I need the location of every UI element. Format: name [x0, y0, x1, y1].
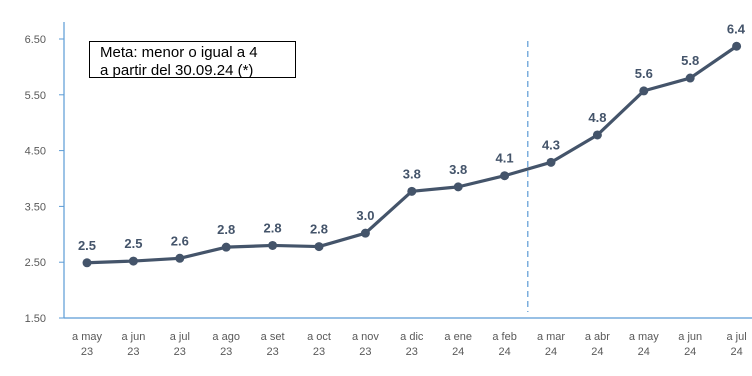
- data-label: 4.1: [496, 151, 514, 166]
- x-tick-label: a jun 23: [121, 331, 145, 358]
- annotation-line-1: Meta: menor o igual a 4: [100, 44, 258, 61]
- data-point-marker: [500, 171, 510, 181]
- x-tick-label-month: a nov: [352, 331, 379, 343]
- data-label: 6.4: [727, 21, 746, 36]
- x-tick-label-month: a jul: [727, 331, 747, 343]
- x-tick-label-month: a abr: [585, 331, 610, 343]
- x-tick-label-year: 23: [220, 346, 232, 358]
- data-point-marker: [221, 242, 231, 252]
- y-tick-label: 4.50: [25, 146, 46, 158]
- data-label: 4.8: [588, 110, 606, 125]
- data-point-marker: [592, 130, 602, 140]
- series-group: [82, 41, 742, 268]
- data-label: 2.8: [217, 222, 235, 237]
- y-tick-label: 1.50: [25, 313, 46, 325]
- data-point-marker: [360, 228, 370, 238]
- data-point-marker: [639, 86, 649, 96]
- x-tick-label-year: 24: [730, 346, 742, 358]
- data-point-marker: [685, 73, 695, 83]
- data-label: 3.8: [403, 166, 421, 181]
- x-tick-label: a feb 24: [492, 331, 516, 358]
- x-tick-label-month: a oct: [307, 331, 331, 343]
- x-tick-label: a ene 24: [444, 331, 472, 358]
- x-tick-label: a jul 23: [170, 331, 190, 358]
- y-tick-label: 6.50: [25, 34, 46, 46]
- data-label: 5.8: [681, 53, 699, 68]
- data-label: 5.6: [635, 66, 653, 81]
- y-tick-label: 3.50: [25, 201, 46, 213]
- data-point-marker: [268, 240, 278, 250]
- data-point-marker: [407, 186, 417, 196]
- y-axis: 6.50 5.50 4.50 3.50 2.50 1.50: [25, 22, 65, 325]
- annotation-line-2: a partir del 30.09.24 (*): [100, 62, 254, 79]
- data-point-marker: [732, 41, 742, 51]
- data-labels-group: 2.5 2.5 2.6 2.8 2.8 2.8 3.0 3.8 3.8 4.1 4.3 4.8 5.6 5…: [78, 21, 746, 253]
- y-tick-label: 5.50: [25, 90, 46, 102]
- x-tick-label: a dic 23: [400, 331, 424, 358]
- x-tick-label-year: 24: [591, 346, 603, 358]
- x-tick-label-month: a dic: [400, 331, 424, 343]
- x-tick-label-year: 23: [127, 346, 139, 358]
- x-tick-label: a set 23: [261, 331, 285, 358]
- x-tick-label-month: a ene: [444, 331, 472, 343]
- x-tick-label-month: a may: [72, 331, 102, 343]
- x-tick-label: a may 24: [629, 331, 659, 358]
- data-point-marker: [82, 258, 92, 268]
- x-tick-label-year: 23: [313, 346, 325, 358]
- data-label: 4.3: [542, 137, 560, 152]
- data-point-marker: [175, 253, 185, 263]
- x-tick-label-year: 24: [452, 346, 464, 358]
- x-tick-label-year: 24: [498, 346, 510, 358]
- x-tick-label-year: 23: [406, 346, 418, 358]
- x-tick-label: a nov 23: [352, 331, 379, 358]
- x-tick-label-year: 23: [359, 346, 371, 358]
- x-tick-label-year: 24: [638, 346, 650, 358]
- x-tick-label-month: a feb: [492, 331, 516, 343]
- x-tick-label-month: a jul: [170, 331, 190, 343]
- data-label: 3.0: [356, 208, 374, 223]
- x-tick-label-year: 24: [545, 346, 557, 358]
- data-label: 2.5: [78, 238, 96, 253]
- x-tick-label: a jul 24: [727, 331, 747, 358]
- x-tick-label: a jun 24: [678, 331, 702, 358]
- x-tick-label-month: a mar: [537, 331, 565, 343]
- x-tick-label-month: a ago: [212, 331, 240, 343]
- x-tick-label-year: 23: [174, 346, 186, 358]
- x-axis: a may 23a jun 23a jul 23a ago 23a set 23a oct…: [64, 317, 752, 358]
- data-point-marker: [314, 242, 324, 252]
- data-label: 2.8: [264, 220, 282, 235]
- x-tick-label-month: a jun: [121, 331, 145, 343]
- target-annotation-box: Meta: menor o igual a 4 a partir del 30.…: [89, 41, 296, 79]
- x-tick-label-year: 23: [266, 346, 278, 358]
- data-label: 2.8: [310, 222, 328, 237]
- data-point-marker: [453, 182, 463, 192]
- x-tick-label: a abr 24: [585, 331, 610, 358]
- x-tick-label-year: 23: [81, 346, 93, 358]
- x-tick-label-month: a may: [629, 331, 659, 343]
- data-point-marker: [128, 256, 138, 266]
- y-tick-label: 2.50: [25, 257, 46, 269]
- x-tick-label-month: a set: [261, 331, 285, 343]
- x-tick-label: a ago 23: [212, 331, 240, 358]
- x-tick-label-month: a jun: [678, 331, 702, 343]
- x-tick-label-year: 24: [684, 346, 696, 358]
- x-tick-label: a oct 23: [307, 331, 331, 358]
- x-tick-label: a mar 24: [537, 331, 565, 358]
- data-label: 2.5: [124, 236, 142, 251]
- data-label: 3.8: [449, 162, 467, 177]
- data-label: 2.6: [171, 233, 189, 248]
- x-tick-label: a may 23: [72, 331, 102, 358]
- data-point-marker: [546, 157, 556, 167]
